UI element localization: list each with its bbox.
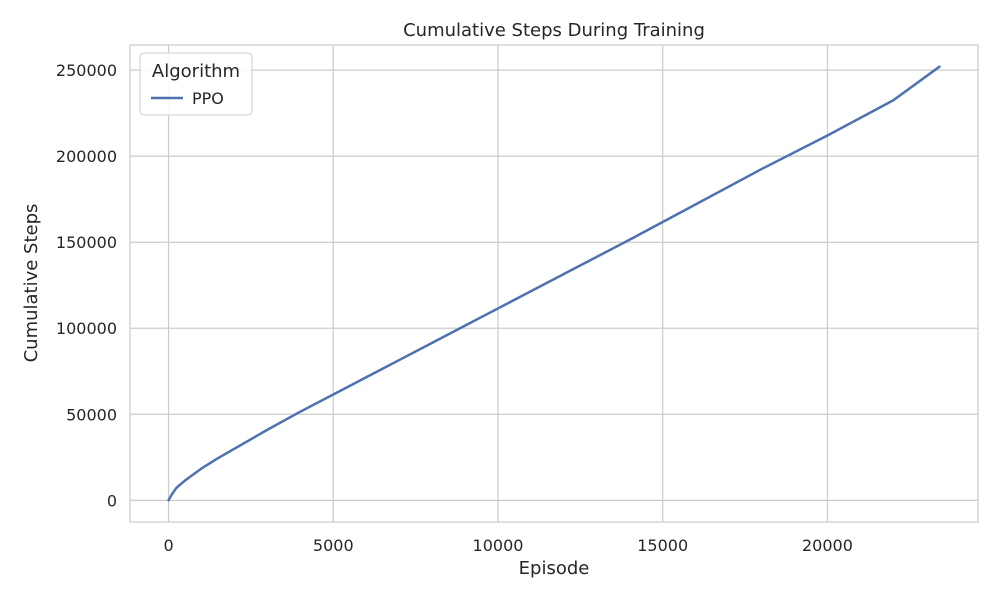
chart-title: Cumulative Steps During Training (403, 20, 705, 41)
legend-title: Algorithm (152, 61, 240, 82)
y-tick-label: 250000 (56, 61, 117, 80)
x-tick-label: 20000 (802, 536, 853, 555)
grid (130, 45, 978, 522)
y-tick-label: 50000 (66, 405, 117, 424)
plot-frame (129, 44, 979, 523)
y-tick-label: 200000 (56, 147, 117, 166)
x-tick-label: 10000 (473, 536, 524, 555)
y-tick-label: 0 (107, 491, 117, 510)
y-axis-label: Cumulative Steps (21, 204, 42, 363)
x-axis-label: Episode (519, 558, 590, 579)
tick-labels: 0 5000 10000 15000 2000005000010000015000020… (56, 61, 853, 555)
y-tick-label: 100000 (56, 319, 117, 338)
series-layer (167, 65, 941, 502)
legend-box (139, 52, 253, 116)
y-tick-label: 150000 (56, 233, 117, 252)
x-tick-label: 15000 (637, 536, 688, 555)
x-tick-label: 0 (163, 536, 173, 555)
legend: Algorithm PPO (139, 52, 253, 116)
x-tick-label: 5000 (313, 536, 354, 555)
series-line-ppo (167, 65, 941, 502)
legend-label-ppo: PPO (192, 89, 224, 108)
